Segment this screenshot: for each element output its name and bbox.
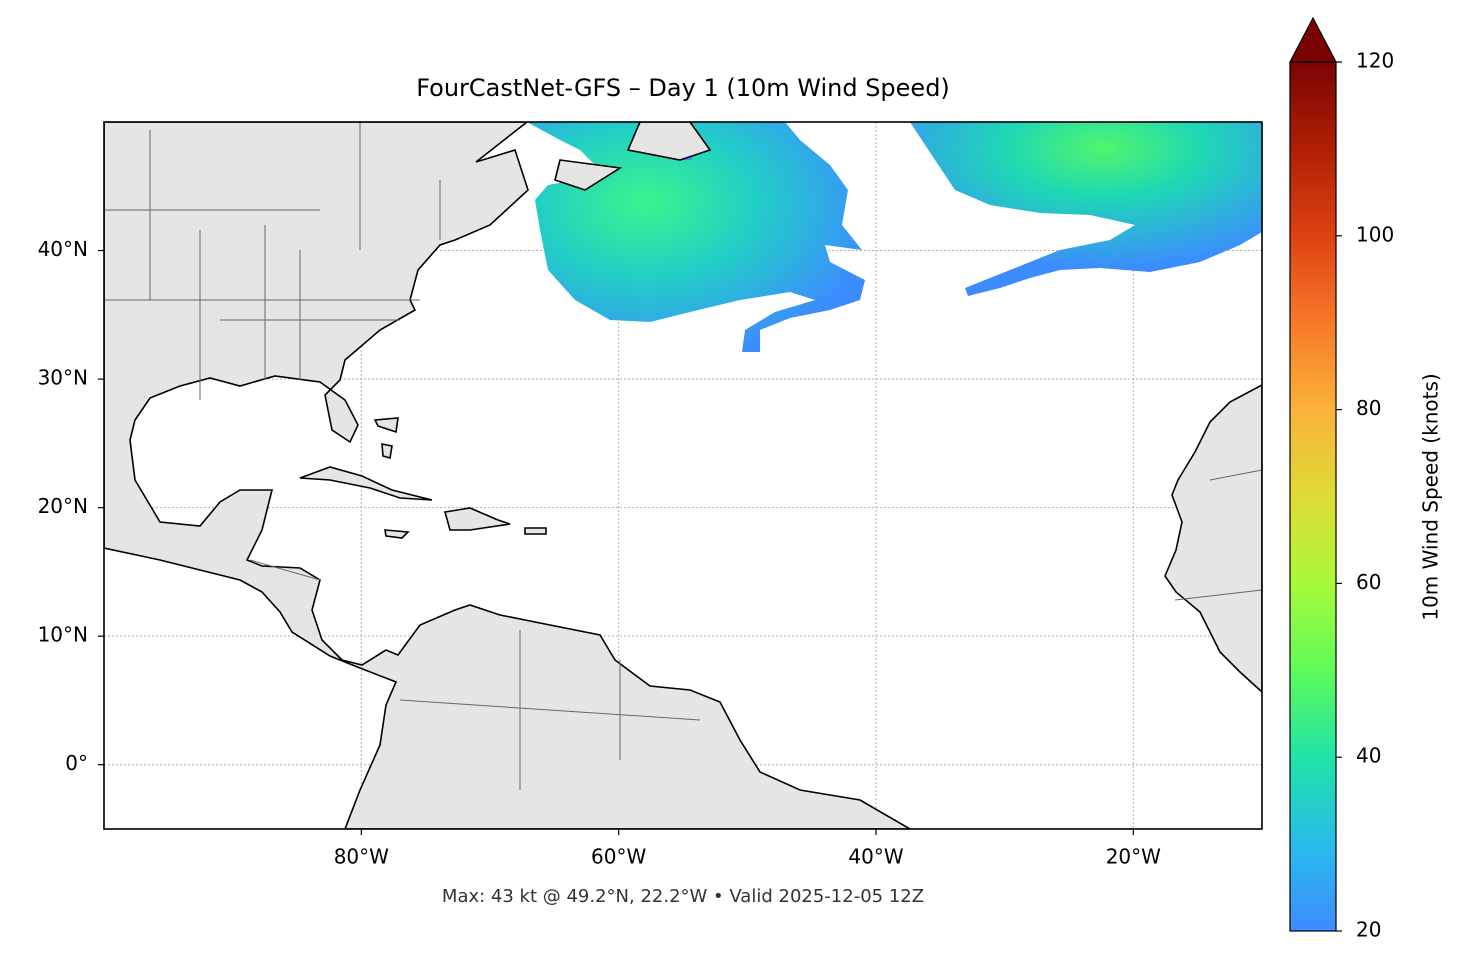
colorbar-tick-label: 20 xyxy=(1356,918,1381,942)
wind-field xyxy=(910,122,1262,296)
y-tick-label: 10°N xyxy=(38,623,88,647)
wind-field xyxy=(527,122,865,352)
x-tick-label: 60°W xyxy=(591,845,646,869)
colorbar-tick-label: 120 xyxy=(1356,49,1394,73)
annotation: Max: 43 kt @ 49.2°N, 22.2°W • Valid 2025… xyxy=(442,886,924,907)
x-tick-label: 40°W xyxy=(848,845,903,869)
chart-title: FourCastNet-GFS – Day 1 (10m Wind Speed) xyxy=(416,74,950,102)
y-tick-label: 30°N xyxy=(38,366,88,390)
colorbar-tick-label: 60 xyxy=(1356,570,1381,594)
colorbar-label: 10m Wind Speed (knots) xyxy=(1419,373,1443,620)
state-borders xyxy=(104,122,1262,790)
land-islands xyxy=(299,417,547,539)
x-tick-label: 20°W xyxy=(1106,845,1161,869)
colorbar-tick-label: 100 xyxy=(1356,222,1394,246)
y-tick-label: 0° xyxy=(65,751,88,775)
land-americas xyxy=(104,122,912,829)
colorbar-tick-label: 40 xyxy=(1356,744,1381,768)
x-tick-label: 80°W xyxy=(334,845,389,869)
colorbar-tick-label: 80 xyxy=(1356,396,1381,420)
y-tick-label: 20°N xyxy=(38,494,88,518)
land-north xyxy=(554,122,712,191)
map-frame xyxy=(103,121,1263,830)
land-africa xyxy=(1164,384,1262,694)
colorbar xyxy=(1289,61,1337,932)
y-tick-label: 40°N xyxy=(38,237,88,261)
map-area xyxy=(104,122,1262,829)
colorbar-extend xyxy=(1289,16,1337,63)
